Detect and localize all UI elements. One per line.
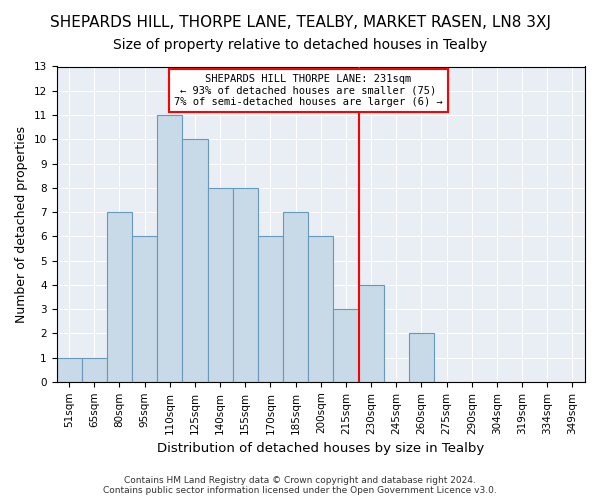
Text: Contains HM Land Registry data © Crown copyright and database right 2024.
Contai: Contains HM Land Registry data © Crown c… — [103, 476, 497, 495]
Bar — [409, 334, 434, 382]
Bar — [107, 212, 132, 382]
Bar — [182, 140, 208, 382]
Bar — [308, 236, 334, 382]
Bar — [56, 358, 82, 382]
Bar — [82, 358, 107, 382]
Bar — [157, 115, 182, 382]
Bar — [258, 236, 283, 382]
X-axis label: Distribution of detached houses by size in Tealby: Distribution of detached houses by size … — [157, 442, 484, 455]
Y-axis label: Number of detached properties: Number of detached properties — [15, 126, 28, 322]
Bar — [283, 212, 308, 382]
Bar — [208, 188, 233, 382]
Text: SHEPARDS HILL THORPE LANE: 231sqm
← 93% of detached houses are smaller (75)
7% o: SHEPARDS HILL THORPE LANE: 231sqm ← 93% … — [174, 74, 443, 107]
Text: SHEPARDS HILL, THORPE LANE, TEALBY, MARKET RASEN, LN8 3XJ: SHEPARDS HILL, THORPE LANE, TEALBY, MARK… — [49, 15, 551, 30]
Bar — [359, 285, 383, 382]
Bar — [233, 188, 258, 382]
Bar — [132, 236, 157, 382]
Text: Size of property relative to detached houses in Tealby: Size of property relative to detached ho… — [113, 38, 487, 52]
Bar — [334, 309, 359, 382]
